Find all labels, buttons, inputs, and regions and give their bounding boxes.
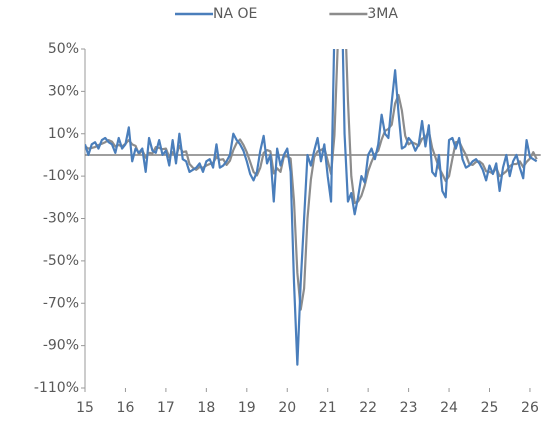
y-tick-label: -30% — [43, 211, 79, 227]
y-tick-label: 50% — [48, 41, 79, 57]
y-tick-label: 10% — [48, 126, 79, 142]
y-tick-label: 30% — [48, 83, 79, 99]
y-tick-label: -70% — [43, 295, 79, 311]
x-tick-label: 19 — [238, 400, 256, 416]
x-tick-label: 23 — [400, 400, 418, 416]
legend-label: 3MA — [367, 6, 398, 22]
x-tick-label: 20 — [278, 400, 296, 416]
x-tick-label: 16 — [117, 400, 135, 416]
x-tick-label: 24 — [440, 400, 458, 416]
x-tick-label: 15 — [76, 400, 94, 416]
x-tick-label: 21 — [319, 400, 337, 416]
x-tick-label: 17 — [157, 400, 175, 416]
x-tick-label: 25 — [481, 400, 499, 416]
series-line — [85, 49, 538, 366]
y-tick-label: -10% — [43, 168, 79, 184]
y-tick-label: -90% — [43, 338, 79, 354]
y-tick-label: -50% — [43, 253, 79, 269]
x-tick-label: 22 — [359, 400, 377, 416]
plot-area — [85, 49, 538, 366]
x-tick-label: 18 — [197, 400, 215, 416]
x-tick-label: 26 — [521, 400, 539, 416]
legend-label: NA OE — [213, 6, 257, 22]
y-tick-label: -110% — [34, 380, 79, 396]
